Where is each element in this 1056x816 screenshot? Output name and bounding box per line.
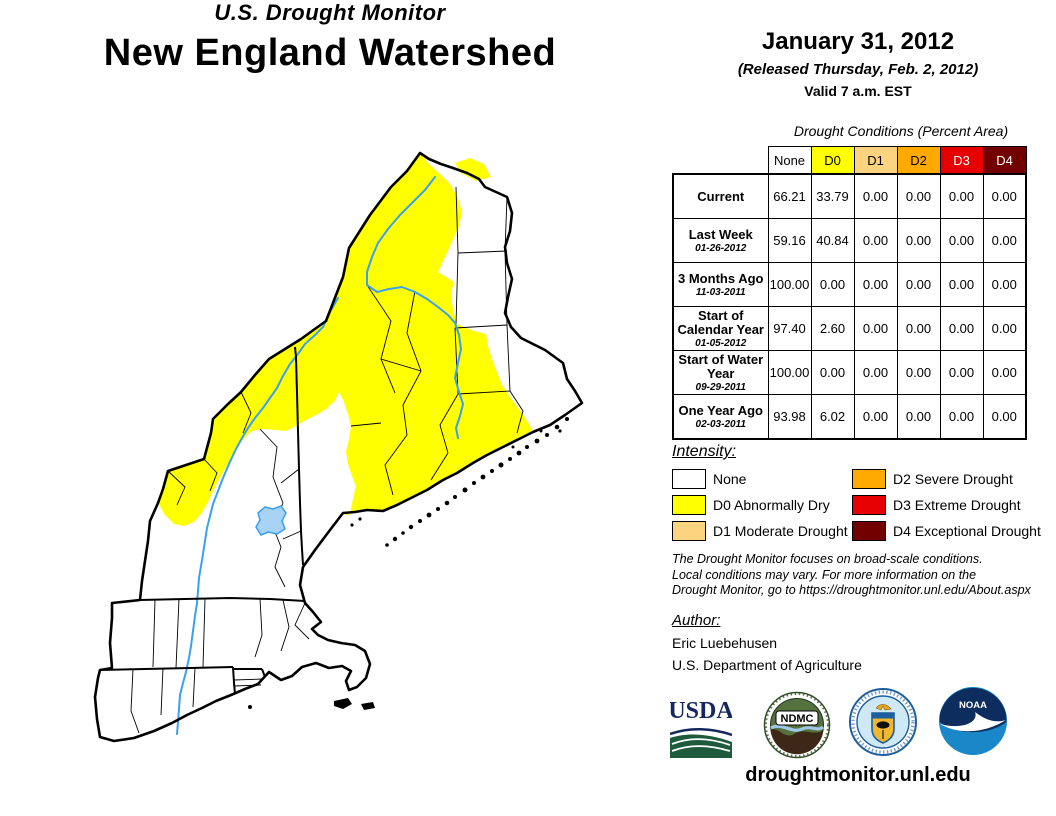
d2-swatch [852,468,886,489]
d0-swatch [672,494,706,515]
col-none: None [767,146,812,175]
map-date: January 31, 2012 [761,28,955,55]
author-org: U.S. Department of Agriculture [672,657,862,673]
table-row: 3 Months Ago 11-03-2011 100.00 0.00 0.00 0.… [672,262,1027,307]
connecticut-river [176,297,339,735]
doc-seal-logo [848,687,918,762]
ma-north-border [139,597,306,602]
col-d1: D1 [853,146,898,175]
noaa-logo-text: NOAA [959,700,987,711]
legend-item-none: None [672,468,746,489]
drought-map [55,135,655,775]
table-row: Current 66.21 33.79 0.00 0.00 0.00 0.00 [672,173,1027,219]
row-label: Start of Calendar Year 01-05-2012 [672,306,769,351]
author-name: Eric Luebehusen [672,635,778,651]
legend-item-d3: D3 Extreme Drought [852,494,1021,515]
table-row: Last Week 01-26-2012 59.16 40.84 0.00 0.00 … [672,218,1027,263]
intensity-heading: Intensity: [672,443,737,460]
legend-item-d1: D1 Moderate Drought [672,520,848,541]
rivers [176,176,464,735]
penobscot-river [366,284,464,439]
watershed-outline [93,151,584,743]
released-date: (Released Thursday, Feb. 2, 2012) [737,61,979,78]
row-label: Start of Water Year 09-29-2011 [672,350,769,395]
new-england-watershed-map [93,151,584,743]
lake-winnipesaukee-icon [255,505,287,536]
disclaimer-text: The Drought Monitor focuses on broad-sca… [672,552,1031,597]
row-label: Current [672,173,769,219]
marthas-vineyard [334,698,352,709]
title-block: U.S. Drought Monitor New England Watersh… [0,0,660,75]
legend-item-d0: D0 Abnormally Dry [672,494,830,515]
d3-swatch [852,494,886,515]
table-row: One Year Ago 02-03-2011 93.98 6.02 0.00 0.0… [672,394,1027,440]
coast-islands [248,417,569,710]
ndmc-logo: NDMC [763,691,831,764]
state-borders [99,346,306,695]
d4-swatch [852,520,886,541]
legend-item-d2: D2 Severe Drought [852,468,1013,489]
date-box: January 31, 2012 (Released Thursday, Feb… [660,28,1056,99]
ri-west-border [232,666,236,695]
ma-ct-border [99,666,234,671]
st-john-river [366,176,436,286]
nantucket [361,702,375,710]
table-row: Start of Calendar Year 01-05-2012 97.40 2.… [672,306,1027,351]
row-label: One Year Ago 02-03-2011 [672,394,769,440]
drought-conditions-table: None D0 D1 D2 D3 D4 Current 66.21 33.79 0… [672,146,1027,440]
col-d3: D3 [939,146,984,175]
col-d0: D0 [810,146,855,175]
d1-swatch [672,520,706,541]
disclaimer-url-line: Drought Monitor, go to https://droughtmo… [672,583,1031,597]
none-swatch [672,468,706,489]
row-label: 3 Months Ago 11-03-2011 [672,262,769,307]
table-caption: Drought Conditions (Percent Area) [793,123,1009,139]
header-corner [673,147,768,175]
footer-url: droughtmonitor.unl.edu [745,764,971,786]
d0-region [158,153,533,526]
table-header-row: None D0 D1 D2 D3 D4 [673,146,1027,175]
valid-time: Valid 7 a.m. EST [804,83,912,99]
legend-item-d4: D4 Exceptional Drought [852,520,1041,541]
row-label: Last Week 01-26-2012 [672,218,769,263]
usda-logo: USDA [668,698,734,763]
author-heading: Author: [672,612,721,629]
col-d2: D2 [896,146,941,175]
col-d4: D4 [982,146,1027,175]
maine-nh-border [294,346,304,566]
page-title: New England Watershed [103,32,557,74]
table-row: Start of Water Year 09-29-2011 100.00 0.00… [672,350,1027,395]
ndmc-logo-text: NDMC [781,713,814,725]
noaa-logo: NOAA [938,686,1008,761]
report-kicker: U.S. Drought Monitor [214,0,446,25]
block-island [248,705,252,709]
usda-logo-text: USDA [670,698,732,724]
